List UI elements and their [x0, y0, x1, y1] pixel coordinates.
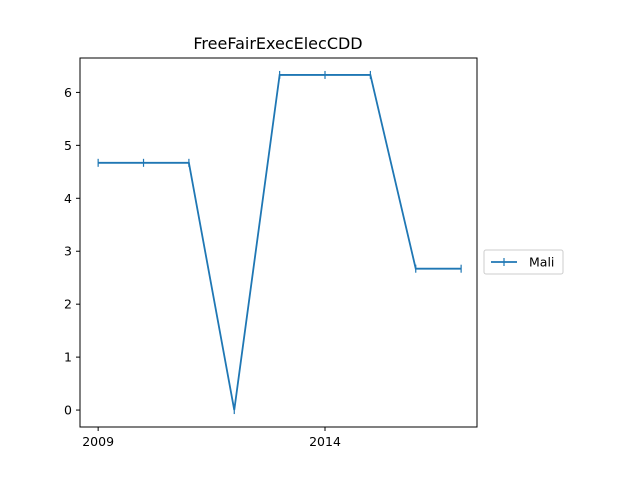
- y-tick-label: 3: [64, 244, 72, 259]
- legend: Mali: [483, 249, 564, 275]
- y-tick-label: 6: [64, 85, 72, 100]
- legend-label: Mali: [529, 255, 554, 270]
- x-tick-label: 2014: [309, 434, 341, 449]
- y-tick-label: 5: [64, 138, 72, 153]
- axes-frame: [79, 57, 478, 428]
- x-tick-label: 2009: [82, 434, 114, 449]
- series-line-mali: [98, 74, 462, 411]
- chart-title: FreeFairExecElecCDD: [193, 34, 362, 53]
- plot-area: 0 1 2 3 4 5 6 2009 2014: [64, 57, 478, 449]
- legend-box: [483, 249, 564, 275]
- y-tick-label: 1: [64, 350, 72, 365]
- y-tick-label: 0: [64, 403, 72, 418]
- y-tick-label: 2: [64, 297, 72, 312]
- y-tick-label: 4: [64, 191, 72, 206]
